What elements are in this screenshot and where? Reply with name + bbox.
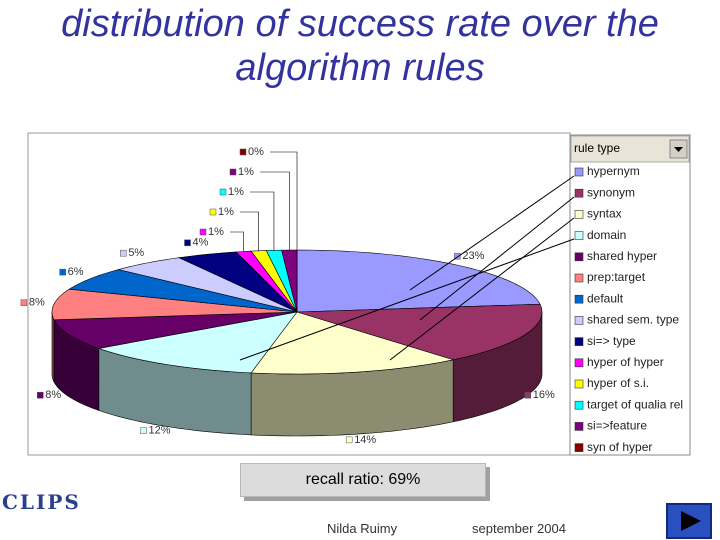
legend-swatch [574, 252, 584, 262]
legend-label: hyper of hyper [587, 355, 664, 369]
slice [68, 269, 298, 313]
label-swatch [59, 268, 66, 276]
legend-label: shared sem. type [587, 313, 679, 327]
leader-line [240, 211, 259, 251]
leader-line [230, 231, 244, 252]
legend-swatch [574, 358, 584, 368]
slice-side [51, 311, 55, 382]
value-label: 16% [533, 389, 555, 401]
slice [296, 303, 543, 361]
author: Nilda Ruimy [327, 521, 398, 536]
legend-swatch [574, 167, 584, 177]
label-swatch [37, 391, 44, 399]
legend-swatch [574, 422, 584, 431]
date: september 2004 [472, 521, 566, 536]
label-swatch [219, 188, 227, 196]
legend-swatch [574, 316, 584, 325]
legend-box [569, 134, 691, 456]
legend-label: domain [587, 228, 626, 242]
legend-swatch [574, 273, 584, 283]
slice [51, 288, 298, 321]
arrow [389, 217, 575, 361]
legend-label: si=> type [587, 334, 636, 348]
value-label: 8% [45, 389, 61, 401]
legend-header [570, 135, 690, 163]
value-label: 1% [238, 166, 254, 178]
pie: 23%16%14%12%8%8%6%5%4%1%1%1%1%0%hypernym… [20, 146, 683, 454]
slice [118, 257, 298, 313]
legend-swatch [574, 337, 584, 346]
legend-swatch [574, 379, 584, 389]
legend-label: shared hyper [587, 249, 657, 263]
legend-label: hyper of s.i. [587, 376, 649, 390]
legend-label: hypernym [587, 164, 640, 178]
legend-swatch [574, 231, 584, 240]
slice [53, 311, 298, 349]
label-swatch [229, 168, 237, 176]
slice [177, 251, 298, 313]
label-swatch [199, 228, 207, 236]
value-label: 0% [248, 146, 264, 158]
value-label: 6% [68, 266, 84, 278]
arrow [409, 175, 575, 291]
legend-label: synonym [587, 185, 635, 199]
value-label: 5% [128, 247, 144, 259]
legend-label: syn of hyper [587, 440, 652, 454]
value-label: 12% [149, 425, 171, 437]
legend-swatch [574, 443, 584, 452]
value-label: 1% [218, 206, 234, 218]
label-swatch [140, 427, 147, 434]
label-swatch [184, 239, 191, 247]
value-label: 1% [228, 186, 244, 198]
annotation: recall ratio: 69% [240, 463, 486, 497]
value-label: 1% [208, 226, 224, 238]
pointer-arrows [239, 175, 575, 361]
label-swatch [120, 249, 127, 257]
label-swatch [454, 252, 461, 260]
leader-line [260, 171, 290, 251]
label-swatch [209, 208, 217, 216]
leader-line [250, 191, 275, 251]
slice [250, 311, 454, 375]
legend-swatch [574, 188, 584, 198]
dropdown-arrow [674, 147, 683, 152]
legend-label: si=>feature [587, 419, 647, 433]
play-icon [681, 511, 701, 531]
legend-title: rule type [574, 141, 620, 155]
legend-label: syntax [587, 207, 622, 221]
legend-label: prep:target [587, 270, 646, 284]
slice [296, 249, 541, 313]
legend-label: default [587, 291, 624, 305]
legend-swatch [574, 294, 584, 304]
arrow [419, 196, 575, 321]
leader-line [270, 151, 298, 250]
value-label: 8% [29, 297, 45, 309]
play-triangle [681, 511, 701, 531]
logo: CLIPS [2, 490, 81, 514]
slide-title: distribution of success rate over the al… [61, 3, 659, 89]
label-swatch [239, 148, 247, 156]
label-swatch [345, 436, 353, 444]
label-swatch [20, 299, 28, 306]
value-label: 4% [192, 237, 208, 249]
value-label: 23% [462, 250, 484, 262]
legend-label: target of qualia rel [587, 397, 683, 411]
next-button[interactable] [666, 503, 712, 539]
legend-swatch [574, 210, 584, 219]
arrow [239, 238, 575, 361]
legend-swatch [574, 400, 584, 410]
value-label: 14% [354, 434, 376, 446]
label-swatch [524, 391, 531, 399]
